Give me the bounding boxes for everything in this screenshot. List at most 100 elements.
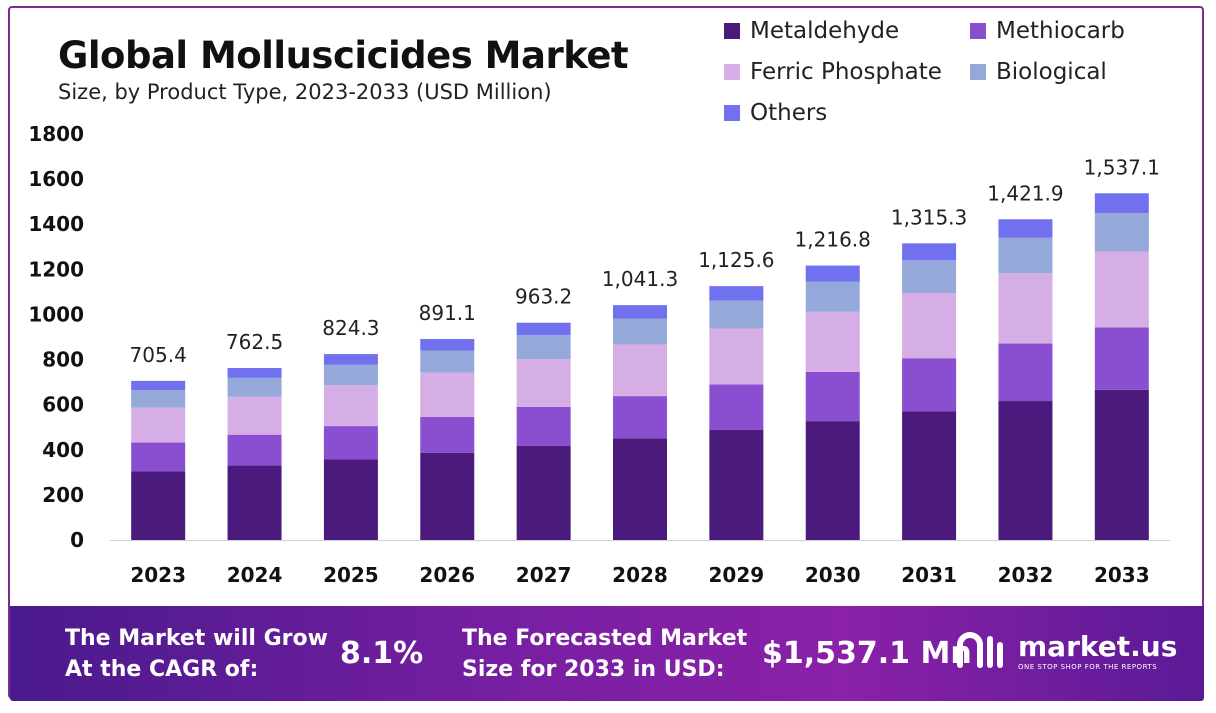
bar-segment-methiocarb: [805, 371, 860, 422]
bar-segment-metaldehyde: [709, 429, 764, 540]
y-tick-label: 1400: [28, 212, 84, 236]
y-tick-label: 1600: [28, 167, 84, 191]
cagr-label: The Market will Grow At the CAGR of:: [65, 623, 328, 685]
y-tick-label: 0: [70, 528, 84, 552]
bar-segment-metaldehyde: [227, 465, 282, 540]
x-tick-label: 2031: [901, 563, 957, 587]
bar-total-label: 1,125.6: [698, 248, 774, 272]
legend-item-metaldehyde: Metaldehyde: [724, 18, 899, 44]
bar-segment-metaldehyde: [516, 445, 571, 540]
x-tick-label: 2029: [709, 563, 765, 587]
legend-label: Others: [750, 100, 828, 126]
bar-segment-metaldehyde: [420, 452, 475, 540]
bar-segment-methiocarb: [323, 426, 378, 460]
bar-segment-ferric-phosphate: [227, 396, 282, 435]
x-tick-label: 2024: [227, 563, 283, 587]
forecast-label: The Forecasted Market Size for 2033 in U…: [462, 623, 747, 685]
bar-segment-methiocarb: [998, 343, 1053, 402]
x-tick-label: 2026: [419, 563, 475, 587]
legend-label: Biological: [996, 59, 1107, 85]
bar-total-label: 1,537.1: [1084, 155, 1160, 179]
bar-segment-others: [805, 265, 860, 282]
bar-segment-metaldehyde: [998, 401, 1053, 540]
bar-segment-methiocarb: [1094, 327, 1149, 390]
y-tick-label: 1000: [28, 302, 84, 326]
bar-segment-others: [131, 380, 186, 391]
bar-segment-methiocarb: [709, 384, 764, 430]
chart-subtitle: Size, by Product Type, 2023-2033 (USD Mi…: [58, 80, 552, 104]
cagr-value: 8.1%: [340, 636, 424, 671]
bar-segment-ferric-phosphate: [805, 311, 860, 372]
x-tick-label: 2025: [323, 563, 379, 587]
footer-banner: The Market will Grow At the CAGR of: 8.1…: [10, 606, 1204, 701]
legend-swatch-metaldehyde: [724, 23, 740, 39]
bar-segment-ferric-phosphate: [709, 328, 764, 385]
brand-tagline: ONE STOP SHOP FOR THE REPORTS: [1018, 663, 1158, 671]
x-tick-label: 2033: [1094, 563, 1150, 587]
y-tick-label: 1800: [28, 122, 84, 146]
bar-segment-others: [998, 219, 1053, 238]
bar-segment-methiocarb: [420, 416, 475, 453]
cagr-label-line2: At the CAGR of:: [65, 657, 259, 682]
x-tick-label: 2023: [130, 563, 186, 587]
bar-segment-ferric-phosphate: [998, 273, 1053, 344]
x-tick-label: 2032: [998, 563, 1054, 587]
bar-segment-metaldehyde: [902, 411, 957, 540]
y-tick-label: 800: [42, 348, 84, 372]
cagr-label-line1: The Market will Grow: [65, 626, 328, 651]
legend-swatch-methiocarb: [970, 23, 986, 39]
bar-segment-ferric-phosphate: [131, 407, 186, 443]
bar-segment-methiocarb: [131, 442, 186, 472]
bar-segment-biological: [1094, 213, 1149, 252]
bar-segment-ferric-phosphate: [420, 372, 475, 417]
y-tick-label: 200: [42, 483, 84, 507]
brand-logo: market.us ONE STOP SHOP FOR THE REPORTS: [956, 630, 1177, 671]
forecast-label-line2: Size for 2033 in USD:: [462, 657, 725, 682]
x-tick-label: 2030: [805, 563, 861, 587]
bar-segment-biological: [998, 237, 1053, 274]
legend-label: Ferric Phosphate: [750, 59, 942, 85]
y-tick-label: 600: [42, 393, 84, 417]
bar-segment-biological: [323, 364, 378, 386]
legend-item-others: Others: [724, 100, 827, 126]
y-tick-label: 1200: [28, 257, 84, 281]
legend-swatch-biological: [970, 64, 986, 80]
bar-total-label: 1,315.3: [891, 205, 967, 229]
bar-segment-methiocarb: [902, 358, 957, 412]
bar-total-label: 891.1: [419, 301, 476, 325]
bar-segment-biological: [516, 335, 571, 360]
market-us-logo-icon: [957, 631, 1003, 668]
bar-segment-metaldehyde: [323, 459, 378, 540]
bar-segment-methiocarb: [227, 434, 282, 466]
bar-segment-methiocarb: [613, 396, 667, 439]
bar-segment-ferric-phosphate: [516, 359, 571, 407]
bar-segment-methiocarb: [516, 406, 571, 446]
bar-segment-biological: [709, 300, 764, 329]
bar-segment-biological: [902, 260, 957, 294]
legend-label: Methiocarb: [996, 18, 1125, 44]
bar-total-label: 963.2: [515, 285, 572, 309]
bar-segment-metaldehyde: [613, 438, 667, 540]
brand-name: market.us: [1018, 630, 1178, 663]
bar-segment-others: [516, 322, 571, 336]
bar-segment-others: [613, 305, 667, 319]
bar-total-label: 705.4: [130, 343, 187, 367]
bar-segment-metaldehyde: [1094, 389, 1149, 540]
bar-segment-metaldehyde: [805, 421, 860, 540]
bar-total-label: 824.3: [322, 316, 379, 340]
x-tick-label: 2027: [516, 563, 572, 587]
bar-total-label: 1,216.8: [795, 228, 871, 252]
bar-segment-biological: [805, 281, 860, 312]
chart-title: Global Molluscicides Market: [58, 34, 629, 77]
forecast-label-line1: The Forecasted Market: [462, 626, 748, 651]
bar-total-label: 762.5: [226, 330, 283, 354]
legend-item-ferric-phosphate: Ferric Phosphate: [724, 59, 942, 85]
forecast-value: $1,537.1 Mn: [762, 636, 972, 671]
x-tick-label: 2028: [612, 563, 668, 587]
bar-segment-ferric-phosphate: [323, 385, 378, 427]
bar-segment-biological: [227, 377, 282, 397]
legend-item-methiocarb: Methiocarb: [970, 18, 1125, 44]
legend-item-biological: Biological: [970, 59, 1107, 85]
bar-segment-others: [227, 368, 282, 378]
